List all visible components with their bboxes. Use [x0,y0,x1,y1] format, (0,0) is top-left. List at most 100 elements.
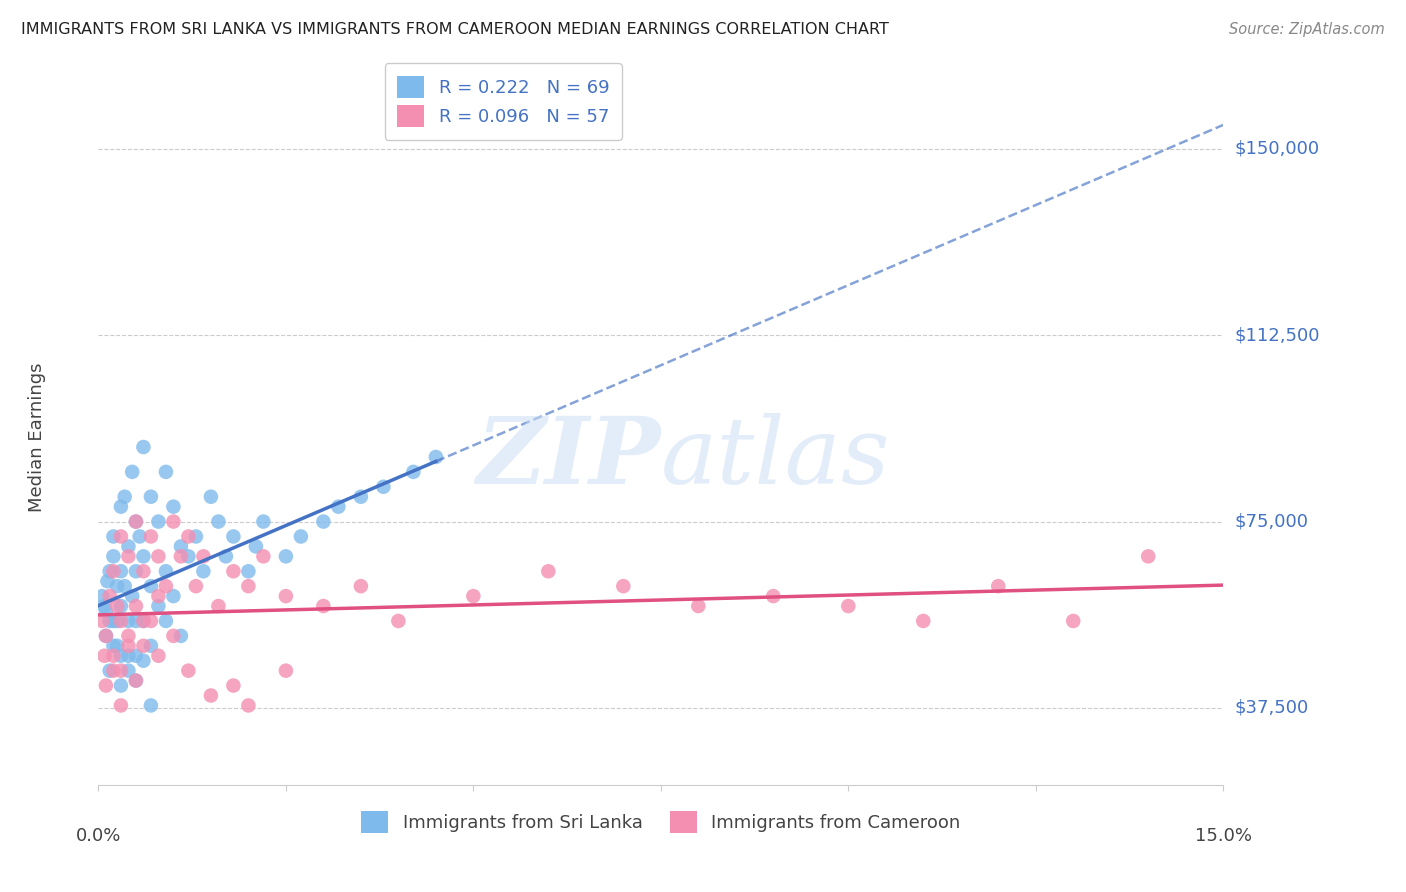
Point [170,540,193,554]
Point [98,564,121,578]
Point [148,599,170,613]
Point [274,664,297,678]
Point [93,648,115,663]
Text: $112,500: $112,500 [1234,326,1320,344]
Point [207,599,229,613]
Text: $37,500: $37,500 [1234,699,1309,717]
Point [193,564,215,578]
Point [125,599,148,613]
Point [463,589,485,603]
Point [155,614,177,628]
Point [837,599,859,613]
Legend: Immigrants from Sri Lanka, Immigrants from Cameroon: Immigrants from Sri Lanka, Immigrants fr… [349,798,973,846]
Point [402,465,425,479]
Point [98,664,121,678]
Point [125,673,148,688]
Point [110,614,132,628]
Point [110,564,132,578]
Point [148,648,170,663]
Point [117,549,139,564]
Point [117,639,139,653]
Point [1137,549,1160,564]
Point [177,529,200,543]
Point [350,490,373,504]
Point [125,515,148,529]
Point [105,599,128,613]
Point [252,549,274,564]
Text: Median Earnings: Median Earnings [28,362,45,512]
Point [110,500,132,514]
Point [103,614,125,628]
Point [91,589,114,603]
Point [117,648,139,663]
Point [105,639,128,653]
Point [94,604,117,618]
Point [103,639,125,653]
Point [110,664,132,678]
Point [162,515,184,529]
Point [139,490,162,504]
Point [98,614,121,628]
Point [148,589,170,603]
Text: 15.0%: 15.0% [1195,827,1251,845]
Point [121,465,143,479]
Text: Source: ZipAtlas.com: Source: ZipAtlas.com [1229,22,1385,37]
Point [312,515,335,529]
Point [98,589,121,603]
Point [987,579,1010,593]
Point [117,614,139,628]
Point [94,629,117,643]
Point [125,564,148,578]
Point [170,629,193,643]
Point [110,599,132,613]
Point [238,579,260,593]
Point [117,540,139,554]
Point [125,614,148,628]
Point [93,599,115,613]
Point [184,529,207,543]
Point [110,698,132,713]
Point [1062,614,1084,628]
Text: $150,000: $150,000 [1234,140,1319,158]
Point [312,599,335,613]
Point [132,639,155,653]
Point [94,679,117,693]
Point [200,689,222,703]
Point [170,549,193,564]
Point [912,614,935,628]
Point [125,648,148,663]
Point [328,500,350,514]
Text: atlas: atlas [661,413,890,503]
Point [425,450,447,464]
Point [139,698,162,713]
Point [132,614,155,628]
Point [105,614,128,628]
Point [762,589,785,603]
Point [105,579,128,593]
Point [274,549,297,564]
Point [238,698,260,713]
Text: 0.0%: 0.0% [76,827,121,845]
Point [222,529,245,543]
Point [117,664,139,678]
Point [373,480,395,494]
Point [139,529,162,543]
Point [132,654,155,668]
Point [132,549,155,564]
Point [688,599,710,613]
Point [350,579,373,593]
Point [207,515,229,529]
Point [110,648,132,663]
Text: IMMIGRANTS FROM SRI LANKA VS IMMIGRANTS FROM CAMEROON MEDIAN EARNINGS CORRELATIO: IMMIGRANTS FROM SRI LANKA VS IMMIGRANTS … [21,22,889,37]
Point [274,589,297,603]
Point [290,529,312,543]
Point [162,589,184,603]
Point [91,614,114,628]
Point [125,515,148,529]
Point [121,589,143,603]
Point [245,540,267,554]
Point [612,579,634,593]
Point [200,490,222,504]
Point [103,529,125,543]
Point [103,549,125,564]
